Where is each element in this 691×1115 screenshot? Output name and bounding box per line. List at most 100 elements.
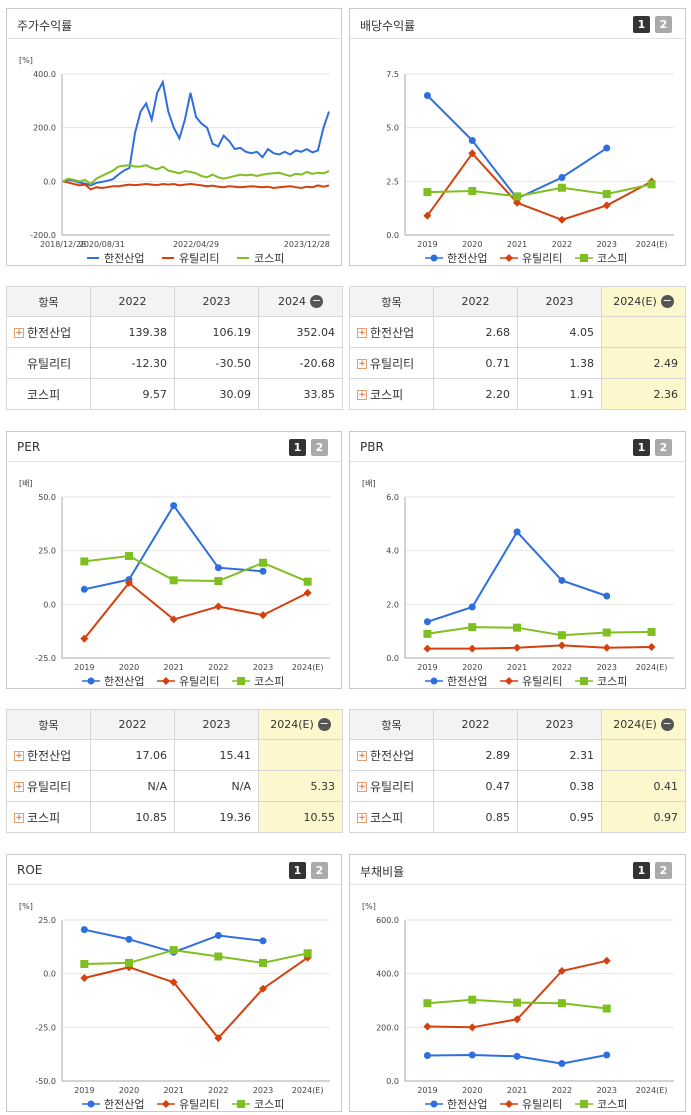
table-header-label: 2024(E) [270,717,314,731]
expand-icon[interactable]: + [357,359,367,369]
page-2-button[interactable]: 2 [655,439,672,456]
x-tick-label: 2024(E) [292,1086,324,1095]
expand-icon[interactable]: + [14,782,24,792]
collapse-icon[interactable]: − [310,294,323,309]
legend-item[interactable]: 코스피 [575,675,627,688]
y-tick-label: 200.0 [33,124,56,133]
panel-title: 배당수익률 [360,19,416,33]
legend-label: 코스피 [254,1098,284,1111]
row-label-text: 한전산업 [370,325,415,340]
data-point [423,999,432,1008]
table-cell: 0.71 [433,347,518,379]
table-cell: 2.68 [433,316,518,348]
series-line [427,183,652,198]
legend-label: 유틸리티 [522,675,562,688]
data-point [513,1052,521,1060]
legend-label: 유틸리티 [179,675,219,688]
page-2-button[interactable]: 2 [655,862,672,879]
table-header-label: 2022 [118,718,147,731]
legend-item[interactable]: 코스피 [232,675,284,688]
legend-marker [237,677,245,685]
legend-marker [505,677,513,685]
table-header: 항목 [6,709,91,740]
table-cell: 2.31 [517,739,602,771]
table-cell [601,316,686,348]
table-cell [258,739,343,771]
expand-icon[interactable]: + [14,328,24,338]
legend-item[interactable]: 한전산업 [82,675,144,688]
data-point [647,642,656,651]
table-header: 2023 [517,709,602,740]
legend-item[interactable]: 유틸리티 [500,675,562,688]
collapse-icon[interactable]: − [660,717,674,732]
legend-item[interactable]: 유틸리티 [500,1098,562,1111]
series-line [427,644,652,650]
x-tick-label: 2019 [417,1086,437,1095]
data-point [468,995,477,1004]
expand-icon[interactable]: + [357,813,367,823]
table-header: 2022 [433,286,518,317]
legend-item[interactable]: 유틸리티 [157,1098,219,1111]
table-header: 2024− [258,286,343,317]
row-label-text: 한전산업 [370,748,415,763]
legend-marker [162,1100,170,1108]
legend-marker [580,1100,588,1108]
pbr-table: 항목 2022 2023 2024(E) − + 한전산업 2.89 2.31 + 유틸리티 0.47… [349,709,686,833]
page-1-button[interactable]: 1 [633,439,650,456]
page-2-button[interactable]: 2 [311,862,328,879]
table-header: 2023 [174,709,259,740]
x-tick-label: 2020 [119,1086,139,1095]
legend-item[interactable]: 코스피 [232,1098,284,1111]
table-header-label: 항목 [381,295,402,309]
dividend-yield-chart: 0.0 2.5 5.0 7.5 2019 2020 2021 2022 2023 2024(E) 한… [386,70,674,265]
x-tick-label: 2021 [163,1086,183,1095]
legend-item[interactable]: 코스피 [237,252,284,265]
legend-item[interactable]: 한전산업 [425,252,487,265]
y-tick-label: 0.0 [386,654,399,663]
y-tick-label: 25.0 [38,916,56,925]
legend-item[interactable]: 코스피 [575,252,627,265]
row-label-text: 유틸리티 [370,356,415,371]
y-tick-label: -200.0 [30,231,56,240]
x-tick-label: 2018/12/28 [40,240,86,249]
panel-header: 부채비율 1 2 [350,855,685,885]
table-header: 항목 [6,286,91,317]
expand-icon[interactable]: + [357,751,367,761]
row-label: + 한전산업 [6,316,91,348]
expand-icon[interactable]: + [14,813,24,823]
expand-icon[interactable]: + [14,751,24,761]
legend-item[interactable]: 유틸리티 [162,252,219,265]
page-1-button[interactable]: 1 [633,862,650,879]
legend-marker [87,1100,95,1108]
panel-title: 부채비율 [360,865,405,879]
page-2-button[interactable]: 2 [655,16,672,33]
panel-title: ROE [17,863,43,877]
page-1-button[interactable]: 1 [289,439,306,456]
collapse-icon[interactable]: − [660,294,674,309]
expand-icon[interactable]: + [357,390,367,400]
expand-icon[interactable]: + [357,328,367,338]
x-tick-label: 2022/04/29 [173,240,219,249]
series-line [84,554,309,583]
row-label: 유틸리티 [6,347,91,379]
series-line [427,530,608,623]
table-header-label: 항목 [381,718,402,732]
expand-icon[interactable]: + [357,782,367,792]
page-1-button[interactable]: 1 [633,16,650,33]
legend-label: 코스피 [254,252,284,265]
per-chart: [배] -25.0 0.0 25.0 50.0 2019 2020 2021 2022 2023 2… [19,479,330,688]
legend-item[interactable]: 유틸리티 [157,675,219,688]
page-2-button[interactable]: 2 [311,439,328,456]
data-point [468,603,476,611]
collapse-icon[interactable]: − [317,717,331,732]
legend-item[interactable]: 코스피 [575,1098,627,1111]
legend-item[interactable]: 한전산업 [425,1098,487,1111]
x-tick-label: 2022 [208,1086,228,1095]
data-point [214,577,223,586]
legend-item[interactable]: 한전산업 [425,675,487,688]
page-1-button[interactable]: 1 [289,862,306,879]
legend-item[interactable]: 유틸리티 [500,252,562,265]
y-tick-label: 25.0 [38,547,56,556]
legend-item[interactable]: 한전산업 [87,252,144,265]
legend-item[interactable]: 한전산업 [82,1098,144,1111]
